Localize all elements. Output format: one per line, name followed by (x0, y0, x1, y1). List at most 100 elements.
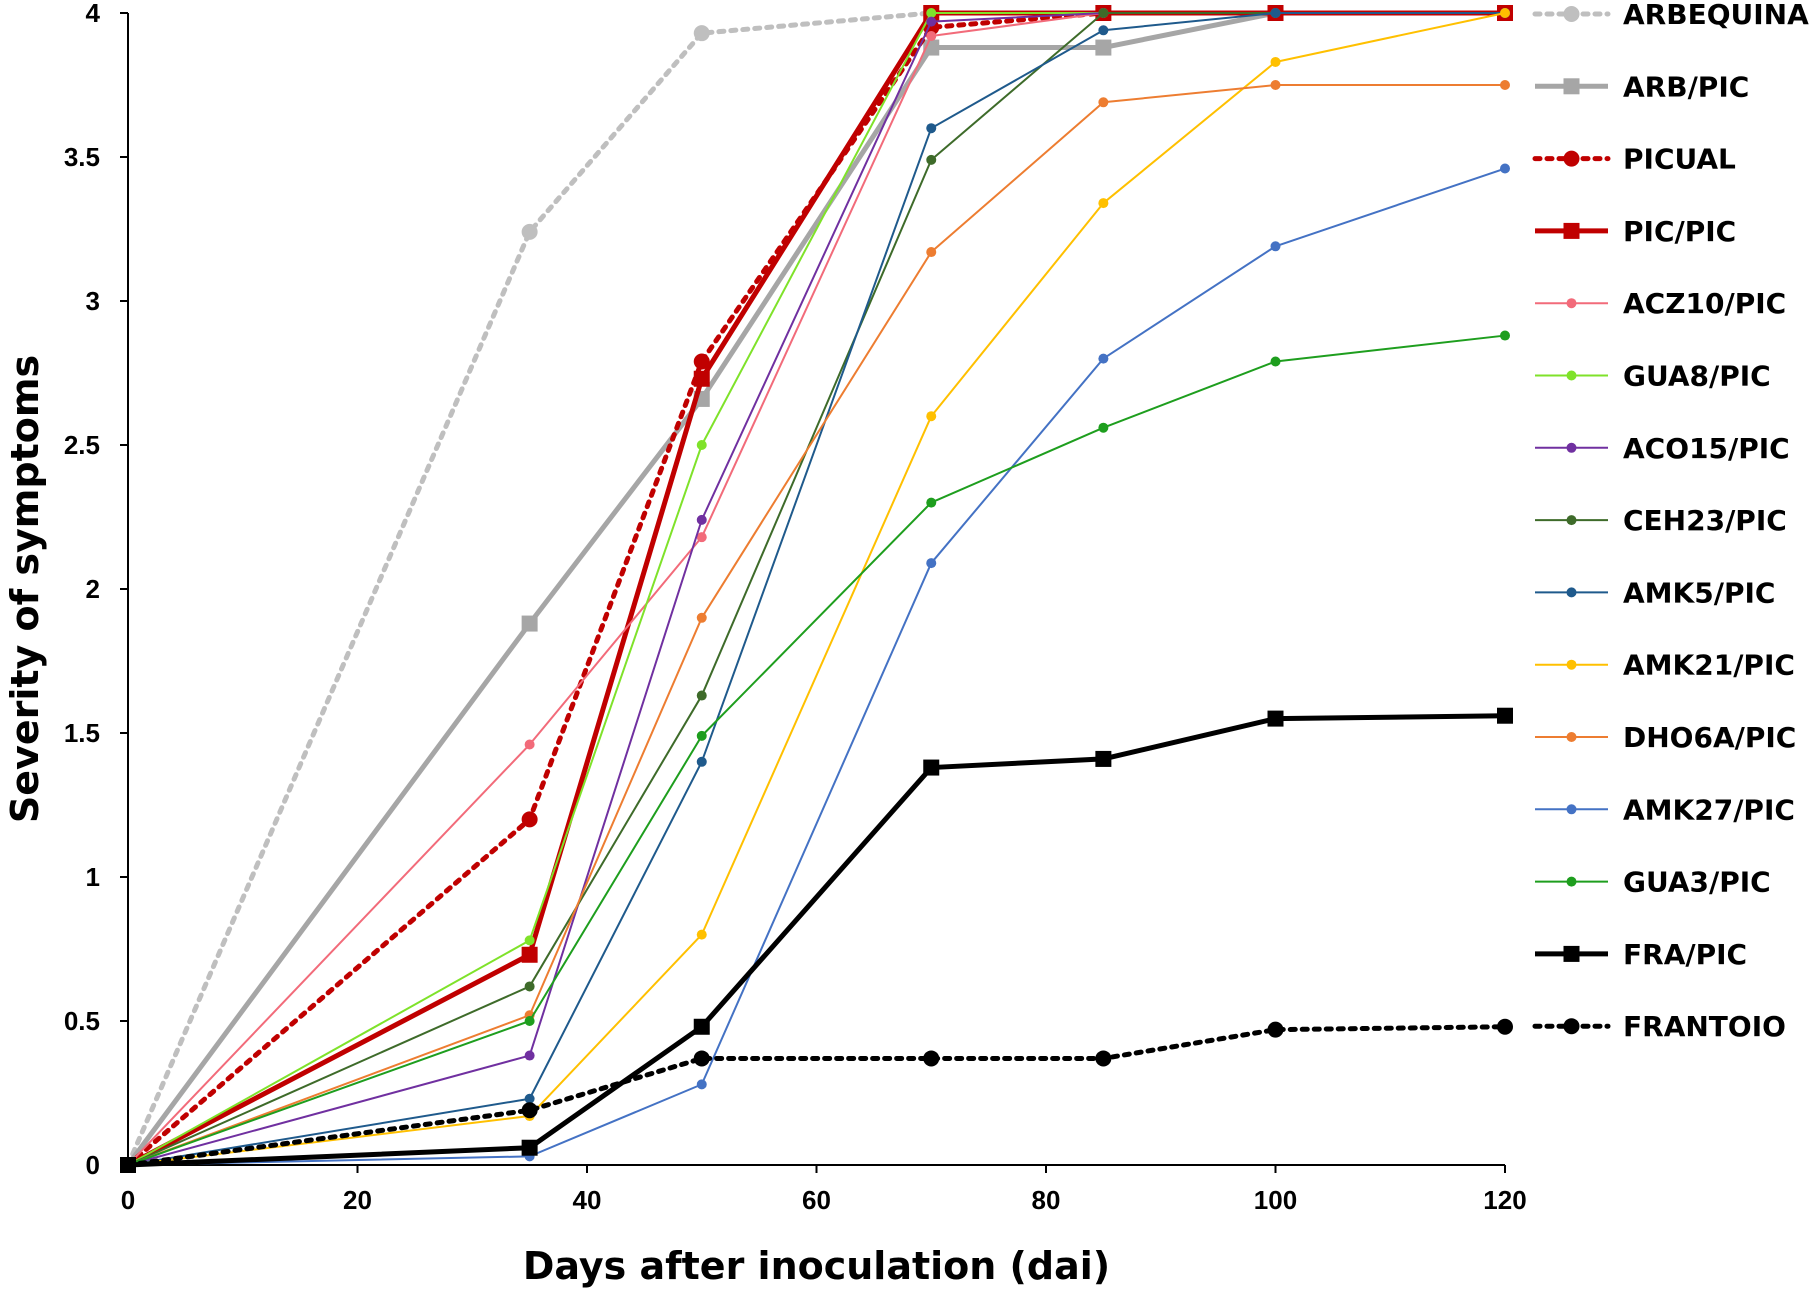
legend-label: GUA8/PIC (1623, 360, 1771, 393)
data-point-pic-pic (693, 370, 710, 387)
series-acz10-pic (123, 8, 1510, 1170)
series-line-picual (125, 10, 1508, 1168)
data-point-frantoio (120, 1157, 136, 1173)
data-point-gua3-pic (1270, 356, 1281, 367)
data-point-ceh23-pic (926, 154, 937, 165)
legend-item-arb-pic: ARB/PIC (1535, 70, 1749, 103)
legend-item-arbequina: ARBEQUINA (1532, 0, 1809, 31)
data-point-acz10-pic (696, 532, 707, 543)
data-point-amk27-pic (926, 558, 937, 569)
legend-item-dho6a-pic: DHO6A/PIC (1535, 721, 1796, 754)
data-point-frantoio (923, 1050, 940, 1067)
x-tick-label: 40 (573, 1185, 602, 1215)
data-point-amk5-pic (1098, 25, 1109, 36)
legend-item-amk21-pic: AMK21/PIC (1535, 649, 1795, 682)
y-tick-label: 2.5 (64, 430, 100, 460)
data-point-gua3-pic (524, 1016, 535, 1026)
series-line-frantoio (125, 1024, 1508, 1168)
x-ticks: 0 20 40 60 80 100 120 (121, 1165, 1527, 1215)
series-layer (120, 5, 1513, 1173)
legend-label: FRA/PIC (1623, 938, 1747, 971)
series-line-ceh23-pic (127, 12, 1505, 1166)
data-point-frantoio (693, 1050, 710, 1067)
legend-label: GUA3/PIC (1623, 866, 1771, 899)
legend-item-frantoio: FRANTOIO (1532, 1010, 1786, 1043)
x-tick-label: 80 (1032, 1185, 1061, 1215)
series-pic-pic (120, 5, 1513, 1173)
data-point-fra-pic (923, 759, 940, 776)
data-point-amk21-pic (1500, 8, 1510, 18)
data-point-gua3-pic (1500, 330, 1510, 341)
data-point-gua8-pic (524, 935, 535, 946)
data-point-dho6a-pic (926, 247, 937, 258)
legend: ARBEQUINA ARB/PIC PICUAL PIC/PIC ACZ10/PIC GU… (1532, 0, 1809, 1043)
series-gua3-pic (123, 330, 1510, 1170)
legend-swatch-marker (1566, 587, 1577, 598)
legend-label: ARBEQUINA (1623, 0, 1809, 31)
series-line-acz10-pic (127, 12, 1505, 1166)
legend-swatch-marker (1566, 298, 1577, 309)
series-amk21-pic (123, 8, 1510, 1170)
y-ticks: 0 0.5 1 1.5 2 2.5 3 3.5 4 (64, 0, 128, 1180)
data-point-gua8-pic (926, 8, 937, 18)
series-line-amk21-pic (127, 12, 1506, 1166)
data-point-amk21-pic (1270, 56, 1281, 67)
series-amk5-pic (123, 8, 1510, 1170)
legend-swatch-marker (1563, 1018, 1580, 1035)
data-point-frantoio (1497, 1018, 1513, 1035)
data-point-ceh23-pic (1098, 8, 1109, 18)
legend-label: CEH23/PIC (1623, 504, 1787, 537)
y-tick-label: 2 (86, 574, 100, 604)
series-line-aco15-pic (127, 12, 1505, 1166)
legend-item-aco15-pic: ACO15/PIC (1535, 432, 1790, 465)
legend-label: AMK27/PIC (1623, 793, 1795, 826)
series-line-pic-pic (126, 10, 1505, 1168)
x-tick-label: 60 (802, 1185, 831, 1215)
data-point-arb-pic (521, 615, 538, 632)
legend-item-amk27-pic: AMK27/PIC (1535, 793, 1795, 826)
series-line-amk27-pic (127, 167, 1506, 1166)
series-dho6a-pic (123, 80, 1510, 1170)
data-point-gua3-pic (696, 730, 707, 741)
legend-swatch-marker (1566, 515, 1577, 526)
data-point-amk5-pic (926, 123, 937, 134)
data-point-dho6a-pic (1098, 97, 1109, 108)
series-line-gua8-pic (127, 12, 1505, 1166)
data-point-fra-pic (693, 1018, 710, 1035)
x-tick-label: 120 (1483, 1185, 1526, 1215)
data-point-gua3-pic (1098, 422, 1109, 433)
legend-label: FRANTOIO (1623, 1010, 1786, 1043)
legend-label: AMK5/PIC (1623, 576, 1775, 609)
axes (127, 13, 1505, 1166)
legend-label: PICUAL (1623, 143, 1736, 176)
legend-label: PIC/PIC (1623, 215, 1736, 248)
y-tick-label: 1 (86, 862, 100, 892)
legend-swatch-marker (1566, 442, 1577, 453)
series-fra-pic (120, 707, 1513, 1173)
y-tick-label: 3 (86, 286, 100, 316)
legend-item-picual: PICUAL (1532, 143, 1736, 176)
legend-swatch-marker (1563, 222, 1580, 239)
series-line-arbequina (125, 10, 1508, 1168)
legend-item-amk5-pic: AMK5/PIC (1535, 576, 1775, 609)
data-point-fra-pic (1497, 707, 1513, 724)
y-tick-label: 0 (86, 1150, 100, 1180)
data-point-fra-pic (521, 1139, 538, 1156)
data-point-frantoio (521, 1102, 538, 1119)
data-point-aco15-pic (524, 1050, 535, 1061)
legend-item-ceh23-pic: CEH23/PIC (1535, 504, 1787, 537)
data-point-pic-pic (521, 946, 538, 963)
data-point-dho6a-pic (696, 612, 707, 623)
series-line-dho6a-pic (127, 84, 1505, 1166)
data-point-acz10-pic (926, 31, 937, 42)
data-point-amk27-pic (696, 1079, 707, 1090)
data-point-aco15-pic (696, 514, 707, 525)
legend-item-gua8-pic: GUA8/PIC (1535, 360, 1771, 393)
legend-swatch-marker (1563, 150, 1580, 167)
data-point-amk5-pic (1270, 8, 1281, 18)
legend-swatch-marker (1563, 6, 1580, 22)
data-point-frantoio (1095, 1050, 1112, 1067)
series-line-fra-pic (127, 713, 1506, 1168)
legend-item-acz10-pic: ACZ10/PIC (1535, 287, 1786, 320)
